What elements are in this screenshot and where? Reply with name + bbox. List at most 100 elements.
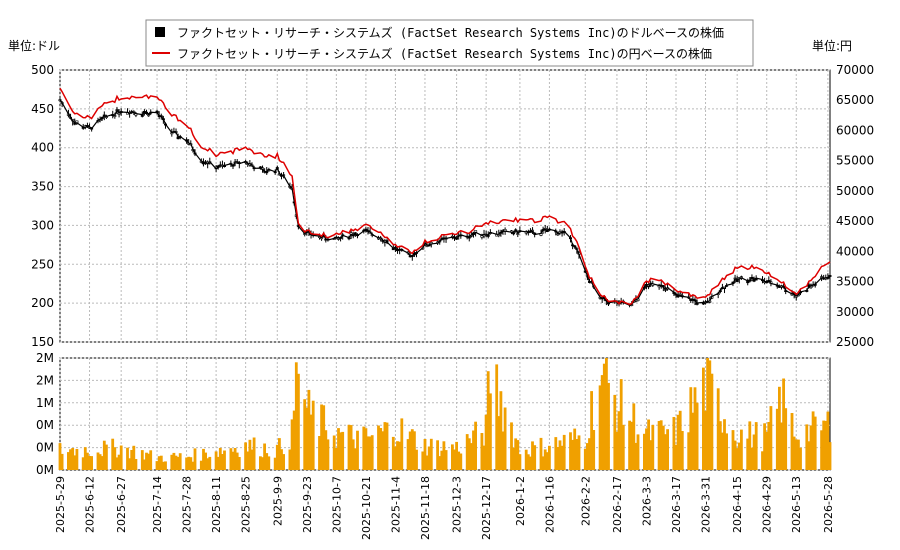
volume-bar	[199, 460, 203, 470]
volume-bar	[436, 440, 439, 470]
volume-bar	[305, 407, 309, 470]
volume-bar	[643, 433, 646, 470]
volume-bar	[356, 430, 359, 470]
volume-bar	[282, 454, 285, 470]
volume-bar	[115, 457, 119, 470]
volume-bar	[174, 455, 178, 470]
legend-jpy-label: ファクトセット・リサーチ・システムズ (FactSet Research Sys…	[177, 46, 712, 61]
volume-bar	[516, 440, 520, 470]
volume-bar	[794, 439, 798, 470]
volume-bar	[674, 444, 678, 470]
volume-bar	[206, 458, 210, 470]
volume-bar	[780, 422, 783, 470]
volume-bar	[396, 441, 399, 470]
volume-tick-label: 1M	[36, 396, 54, 410]
volume-bar	[571, 439, 574, 470]
volume-bar	[472, 430, 475, 470]
volume-bar	[467, 438, 471, 470]
volume-bar	[664, 434, 667, 470]
x-tick-label: 2026-4-29	[761, 476, 774, 533]
volume-bar	[619, 379, 623, 470]
x-tick-label: 2025-6-27	[115, 476, 128, 533]
volume-bar	[541, 456, 545, 470]
volume-bar	[229, 448, 233, 470]
volume-bar	[474, 421, 477, 470]
x-tick-label: 2025-9-9	[271, 476, 284, 526]
volume-bar	[246, 451, 250, 470]
volume-bar	[223, 450, 226, 470]
volume-bar	[630, 421, 634, 470]
volume-bar	[733, 440, 737, 470]
volume-bar	[763, 423, 766, 470]
volume-bar	[145, 452, 148, 470]
volume-bar	[503, 407, 507, 470]
volume-bar	[489, 393, 492, 470]
volume-bar	[706, 358, 709, 470]
volume-bar	[482, 445, 486, 470]
volume-bar	[752, 434, 756, 470]
volume-bar	[261, 457, 264, 470]
volume-bar	[765, 431, 769, 470]
volume-bar	[164, 461, 167, 470]
volume-bar	[499, 391, 503, 470]
volume-tick-label: 0M	[36, 441, 54, 455]
volume-bar	[288, 449, 292, 470]
volume-bar	[157, 456, 161, 470]
volume-bar	[259, 456, 262, 470]
volume-bar	[636, 434, 640, 470]
left-axis-ticks: 150 200 250 300 350 400 450 500	[31, 63, 54, 349]
volume-bar	[617, 411, 621, 470]
volume-bar	[510, 422, 513, 470]
volume-bar	[799, 447, 802, 470]
volume-bar	[704, 410, 707, 470]
volume-bar	[425, 455, 429, 470]
volume-bar	[790, 413, 794, 470]
volume-bar	[560, 445, 564, 470]
x-tick-label: 2026-2-17	[611, 476, 624, 533]
volume-bar	[406, 439, 410, 470]
volume-bar	[820, 430, 823, 470]
volume-tick-label: 0M	[36, 418, 54, 432]
volume-bar	[58, 443, 62, 470]
volume-bar	[680, 431, 684, 470]
volume-bar	[438, 456, 442, 470]
volume-bar	[119, 445, 123, 470]
volume-bar	[191, 461, 195, 470]
volume-bar	[748, 421, 752, 470]
volume-bar	[391, 436, 395, 470]
volume-bar	[320, 404, 323, 470]
volume-bar	[337, 428, 340, 470]
volume-bar	[385, 422, 389, 470]
left-tick-label: 450	[31, 102, 54, 116]
volume-bar	[718, 421, 722, 470]
volume-bar	[381, 431, 385, 470]
left-tick-label: 500	[31, 63, 54, 77]
x-tick-label: 2026-5-28	[822, 476, 835, 533]
volume-bar	[708, 360, 712, 470]
volume-bar	[486, 371, 490, 470]
volume-bar	[294, 362, 298, 470]
volume-bar	[453, 449, 456, 470]
left-tick-label: 150	[31, 335, 54, 349]
volume-bar	[322, 405, 326, 470]
volume-bar	[233, 448, 237, 470]
volume-bar	[661, 425, 665, 470]
volume-bar	[556, 447, 560, 470]
volume-bar	[695, 402, 699, 470]
volume-bar	[263, 443, 266, 470]
volume-bar	[828, 442, 832, 470]
volume-bar	[826, 411, 830, 470]
volume-bar	[202, 448, 205, 470]
volume-bar	[332, 435, 336, 470]
volume-bar	[83, 447, 87, 470]
volume-bar	[672, 417, 676, 470]
volume-bar	[444, 450, 448, 470]
volume-bar	[548, 445, 551, 470]
volume-bar	[634, 442, 638, 470]
usd-price-line	[59, 99, 831, 306]
volume-bar	[155, 461, 159, 470]
volume-bar	[290, 419, 294, 470]
volume-bar	[440, 450, 444, 470]
volume-bar	[592, 430, 596, 470]
left-tick-label: 250	[31, 257, 54, 271]
